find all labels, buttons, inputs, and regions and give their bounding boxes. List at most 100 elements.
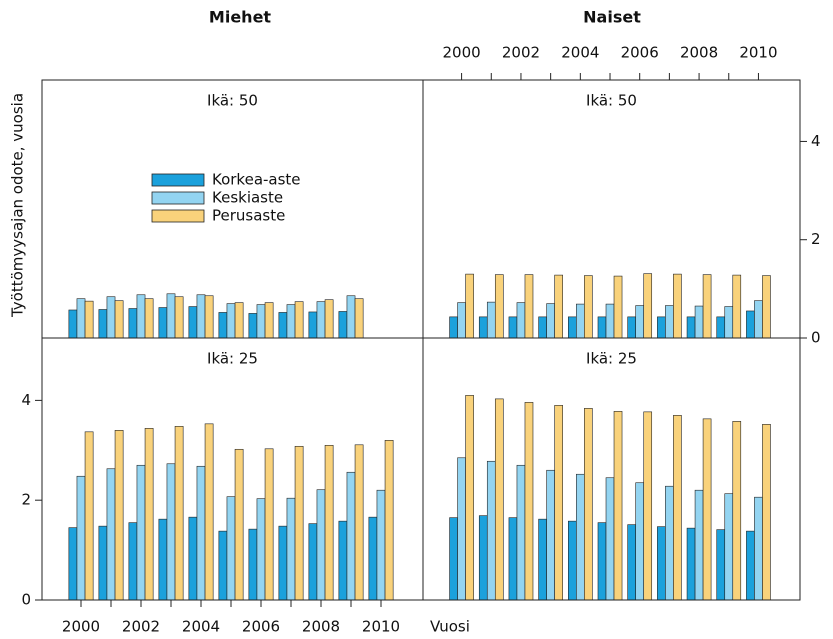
bar (546, 303, 555, 339)
x-tick-label: 2000 (62, 618, 100, 636)
bar (248, 528, 258, 601)
bar (128, 522, 138, 601)
bar (538, 518, 547, 601)
bar (746, 310, 755, 339)
bar (508, 517, 518, 601)
legend-swatch (151, 173, 205, 187)
bar (754, 496, 763, 601)
bar (166, 463, 176, 601)
panel-title: Ikä: 50 (207, 92, 258, 110)
bar (256, 498, 266, 601)
bar (114, 300, 124, 339)
x-tick-label: 2004 (182, 618, 220, 636)
bar (324, 444, 334, 601)
column-title: Naiset (583, 8, 641, 27)
bar (196, 465, 206, 601)
bar (657, 316, 666, 339)
y-tick-label: 4 (811, 132, 821, 150)
bar (576, 473, 585, 601)
bar (465, 395, 474, 601)
x-tick-label: 2006 (242, 618, 280, 636)
bar (316, 301, 326, 339)
bar (76, 475, 86, 601)
bar (605, 303, 615, 339)
x-axis-label: Vuosi (430, 618, 470, 636)
panel-title: Ikä: 25 (207, 350, 258, 368)
bar (286, 497, 296, 601)
bar (762, 424, 771, 601)
bar (584, 408, 593, 601)
bar (494, 274, 504, 339)
bar (84, 431, 94, 601)
bar (316, 489, 326, 601)
bar (627, 316, 636, 339)
bar (546, 469, 555, 601)
bar (613, 275, 623, 339)
y-tick-label: 2 (21, 491, 31, 509)
bar (264, 302, 274, 339)
bar (308, 311, 318, 339)
column-title: Miehet (209, 8, 272, 27)
bar (76, 298, 86, 339)
bar (694, 305, 704, 339)
bar (732, 421, 742, 601)
bar (144, 428, 154, 601)
bar (686, 316, 696, 339)
bar (643, 273, 653, 339)
bar (686, 527, 696, 601)
bar (665, 305, 674, 339)
bar (106, 468, 116, 601)
bar (114, 430, 124, 601)
x-tick-label: 2008 (680, 44, 718, 62)
bar (673, 273, 682, 339)
bar (106, 296, 116, 339)
bar (368, 516, 378, 601)
bar (508, 316, 518, 339)
bar (465, 273, 474, 339)
bar (278, 312, 288, 339)
bar (554, 274, 563, 339)
bar (84, 300, 94, 339)
bar (702, 274, 712, 339)
bar (346, 295, 356, 339)
bar (635, 482, 645, 601)
bar (294, 445, 304, 601)
x-tick-label: 2002 (502, 44, 540, 62)
bar (486, 301, 496, 339)
bar (248, 313, 258, 339)
bar (158, 307, 168, 339)
y-tick-label: 4 (21, 391, 31, 409)
bar (524, 402, 534, 601)
x-tick-label: 2008 (302, 618, 340, 636)
bar (226, 303, 236, 339)
bar (226, 496, 236, 601)
bar (716, 529, 726, 601)
bar (384, 440, 394, 601)
bar (494, 398, 504, 601)
y-tick-label: 2 (811, 230, 821, 248)
panel-frame (422, 337, 801, 601)
bar (449, 517, 458, 601)
bar (597, 522, 607, 601)
bar (732, 274, 742, 339)
x-tick-label: 2002 (122, 618, 160, 636)
bar (204, 295, 214, 339)
bar (516, 302, 526, 339)
panel-title: Ikä: 25 (586, 350, 637, 368)
bar (346, 471, 356, 601)
bar (376, 489, 386, 601)
bar (643, 411, 653, 601)
bar (538, 316, 547, 339)
bar (478, 316, 488, 339)
x-tick-label: 2006 (621, 44, 659, 62)
panel-title: Ikä: 50 (586, 92, 637, 110)
bar (256, 304, 266, 339)
bar (188, 516, 198, 601)
bar (338, 520, 348, 601)
bar (568, 520, 577, 601)
bar (627, 524, 636, 601)
bar (657, 526, 666, 601)
bar (762, 275, 771, 339)
bar (98, 525, 108, 601)
bar (338, 311, 348, 339)
